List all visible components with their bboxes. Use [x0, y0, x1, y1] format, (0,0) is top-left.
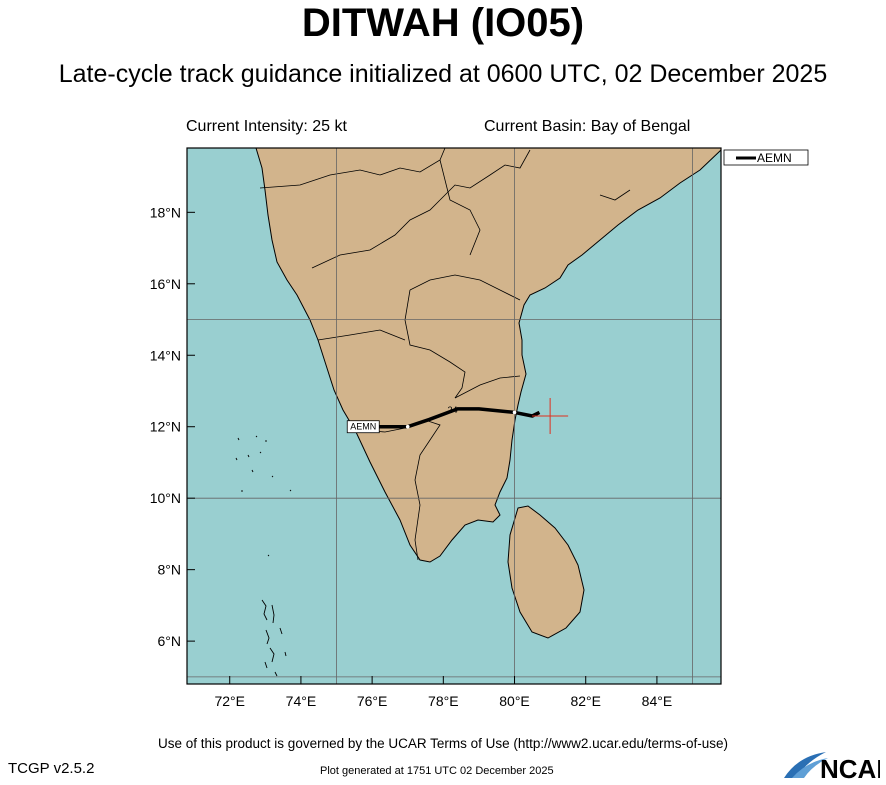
lon-tick-label: 82°E [570, 693, 601, 709]
lat-tick-label: 6°N [158, 633, 182, 649]
ncar-logo: NCAR [780, 748, 886, 784]
lon-tick-label: 74°E [286, 693, 317, 709]
lat-tick-label: 14°N [150, 347, 181, 363]
current-position-marker [532, 398, 569, 434]
lon-tick-label: 78°E [428, 693, 459, 709]
current-basin: Current Basin: Bay of Bengal [484, 118, 691, 135]
india-landmass [255, 148, 721, 563]
track-marker-label: 24 [448, 405, 458, 415]
current-intensity: Current Intensity: 25 kt [186, 118, 347, 135]
map-frame [186, 147, 722, 685]
lon-tick-label: 80°E [499, 693, 530, 709]
state-borders [259, 148, 631, 561]
lat-tick-label: 8°N [158, 562, 182, 578]
svg-text:NCAR: NCAR [820, 754, 880, 780]
lon-tick-label: 72°E [214, 693, 245, 709]
page-title: DITWAH (IO05) [301, 1, 585, 45]
ncar-swoosh-icon: NCAR [784, 752, 886, 784]
aemn-track-line [379, 407, 541, 429]
lat-tick-label: 16°N [150, 276, 181, 292]
island-outlines [235, 435, 292, 677]
lat-tick-label: 10°N [150, 490, 181, 506]
legend-box [723, 149, 809, 166]
legend: AEMN [723, 149, 809, 166]
track-point [405, 424, 410, 429]
track-markers [405, 410, 517, 429]
legend-label: AEMN [757, 151, 792, 165]
generated-label: Plot generated at 1751 UTC 02 December 2… [320, 765, 554, 777]
terms-of-use: Use of this product is governed by the U… [158, 736, 728, 751]
map-ticks: 6°N 8°N 10°N 12°N 14°N 16°N 18°N 72°E 74°E 76°E 78… [150, 204, 672, 709]
lat-tick-label: 12°N [150, 419, 181, 435]
track-label-box: AEMN [346, 420, 380, 434]
sri-lanka-landmass [507, 505, 585, 639]
page-subtitle: Late-cycle track guidance initialized at… [58, 60, 828, 88]
track-label: AEMN [350, 422, 376, 432]
lon-tick-label: 84°E [642, 693, 673, 709]
lat-tick-label: 18°N [150, 204, 181, 220]
lon-tick-label: 76°E [357, 693, 388, 709]
map-gridlines [187, 148, 721, 684]
track-point [512, 410, 517, 415]
version-label: TCGP v2.5.2 [8, 760, 95, 777]
